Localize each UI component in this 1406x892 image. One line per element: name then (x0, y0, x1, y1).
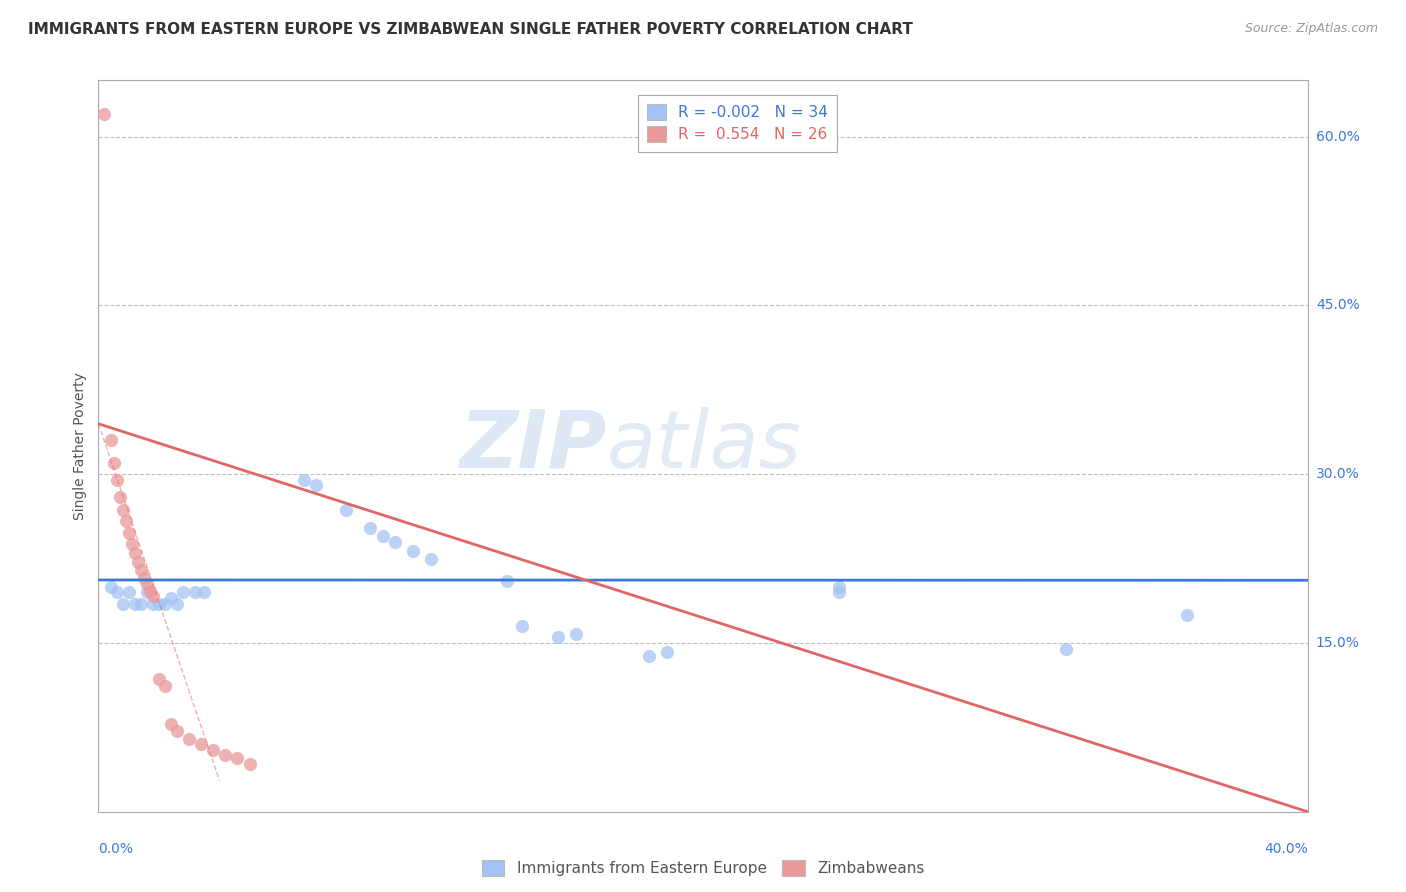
Point (160, 591, 183, 605)
Legend: Immigrants from Eastern Europe, Zimbabweans: Immigrants from Eastern Europe, Zimbabwe… (474, 852, 932, 884)
Point (202, 743, 225, 757)
Text: 30.0%: 30.0% (1316, 467, 1360, 481)
Point (828, 580, 851, 594)
Point (226, 750, 249, 764)
Point (139, 584, 162, 599)
Point (172, 585, 194, 599)
Point (108, 490, 131, 504)
Point (828, 585, 851, 599)
Point (111, 597, 134, 611)
Point (239, 757, 262, 772)
Point (371, 529, 394, 543)
Point (124, 546, 146, 560)
Text: 40.0%: 40.0% (1264, 842, 1308, 856)
Point (637, 649, 659, 664)
Point (547, 630, 569, 644)
Point (305, 478, 328, 492)
Text: atlas: atlas (606, 407, 801, 485)
Text: 45.0%: 45.0% (1316, 298, 1360, 312)
Point (142, 597, 165, 611)
Point (103, 456, 125, 470)
Point (402, 543, 425, 558)
Text: IMMIGRANTS FROM EASTERN EUROPE VS ZIMBABWEAN SINGLE FATHER POVERTY CORRELATION C: IMMIGRANTS FROM EASTERN EUROPE VS ZIMBAB… (28, 22, 912, 37)
Text: ZIP: ZIP (458, 407, 606, 485)
Text: Source: ZipAtlas.com: Source: ZipAtlas.com (1244, 22, 1378, 36)
Point (384, 534, 406, 549)
Point (105, 473, 128, 487)
Point (179, 731, 201, 746)
Point (93, 107, 115, 121)
Point (160, 717, 183, 731)
Point (166, 597, 188, 611)
Point (118, 585, 141, 599)
Point (148, 597, 170, 611)
Point (335, 503, 357, 517)
Point (132, 571, 155, 585)
Point (135, 585, 157, 599)
Point (135, 577, 157, 591)
Point (166, 723, 188, 738)
Point (184, 585, 207, 599)
Text: 15.0%: 15.0% (1316, 636, 1360, 650)
Point (142, 589, 165, 603)
Point (153, 597, 176, 611)
Point (214, 748, 236, 763)
Point (1175, 607, 1198, 622)
Point (111, 503, 134, 517)
Point (148, 672, 170, 686)
Point (360, 521, 382, 535)
Point (565, 627, 588, 641)
Point (105, 585, 128, 599)
Point (100, 434, 122, 448)
Point (121, 537, 143, 551)
Point (495, 574, 517, 588)
Point (420, 551, 443, 566)
Point (292, 473, 315, 487)
Point (118, 525, 141, 540)
Point (1054, 641, 1077, 656)
Point (124, 597, 146, 611)
Point (190, 737, 212, 751)
Point (153, 679, 176, 693)
Point (129, 597, 152, 611)
Text: 0.0%: 0.0% (98, 842, 134, 856)
Y-axis label: Single Father Poverty: Single Father Poverty (73, 372, 87, 520)
Point (655, 645, 678, 659)
Point (510, 619, 533, 633)
Point (127, 555, 149, 569)
Point (193, 585, 215, 599)
Point (114, 515, 136, 529)
Text: 60.0%: 60.0% (1316, 129, 1360, 144)
Point (129, 563, 152, 577)
Point (100, 580, 122, 594)
